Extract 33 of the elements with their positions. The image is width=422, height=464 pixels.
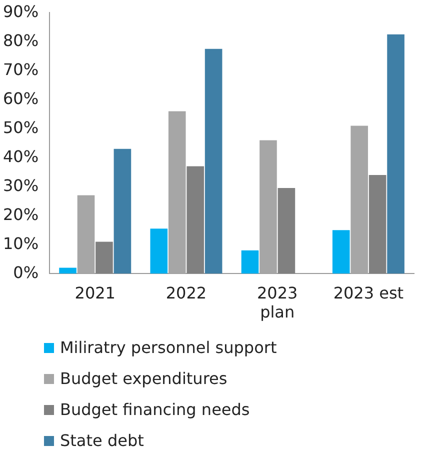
y-tick-label: 0% [13,262,39,282]
y-tick-label: 70% [3,60,39,79]
bar [368,175,386,274]
y-tick-label: 30% [3,176,39,195]
bar [168,111,186,274]
bar [332,230,350,274]
bar [278,188,296,274]
y-tick-label: 50% [3,118,39,137]
bar [260,140,277,274]
bar [350,126,368,274]
bar [114,148,132,274]
x-tick-label: 2022 [166,283,207,302]
bar [387,34,404,274]
bar [241,250,259,274]
y-tick-label: 40% [3,146,39,166]
bar [204,48,222,274]
y-tick-label: 90% [3,2,39,21]
x-tick-label: 2021 [74,283,116,302]
x-tick-label: 2023 est [333,283,404,302]
legend-label: State debt [60,431,144,450]
bar [77,195,95,274]
bar [96,242,113,274]
legend-label: Miliratry personnel support [60,338,277,357]
y-tick-label: 10% [3,234,39,253]
legend-label: Budget financing needs [60,400,250,419]
bar [186,166,204,274]
legend-label: Budget expenditures [60,369,228,388]
bar [59,268,76,274]
y-tick-label: 20% [3,204,39,224]
x-tick-label: 2023 plan [256,283,298,322]
y-tick-label: 80% [3,30,39,50]
y-tick-label: 60% [3,88,39,108]
bar [150,228,168,274]
